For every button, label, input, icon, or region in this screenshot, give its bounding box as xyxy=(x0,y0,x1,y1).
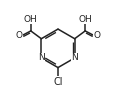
Text: OH: OH xyxy=(24,15,37,24)
Text: O: O xyxy=(16,31,22,40)
Text: O: O xyxy=(93,31,99,40)
Text: N: N xyxy=(38,53,44,62)
Text: Cl: Cl xyxy=(53,77,62,87)
Text: OH: OH xyxy=(78,15,91,24)
Text: N: N xyxy=(71,53,77,62)
